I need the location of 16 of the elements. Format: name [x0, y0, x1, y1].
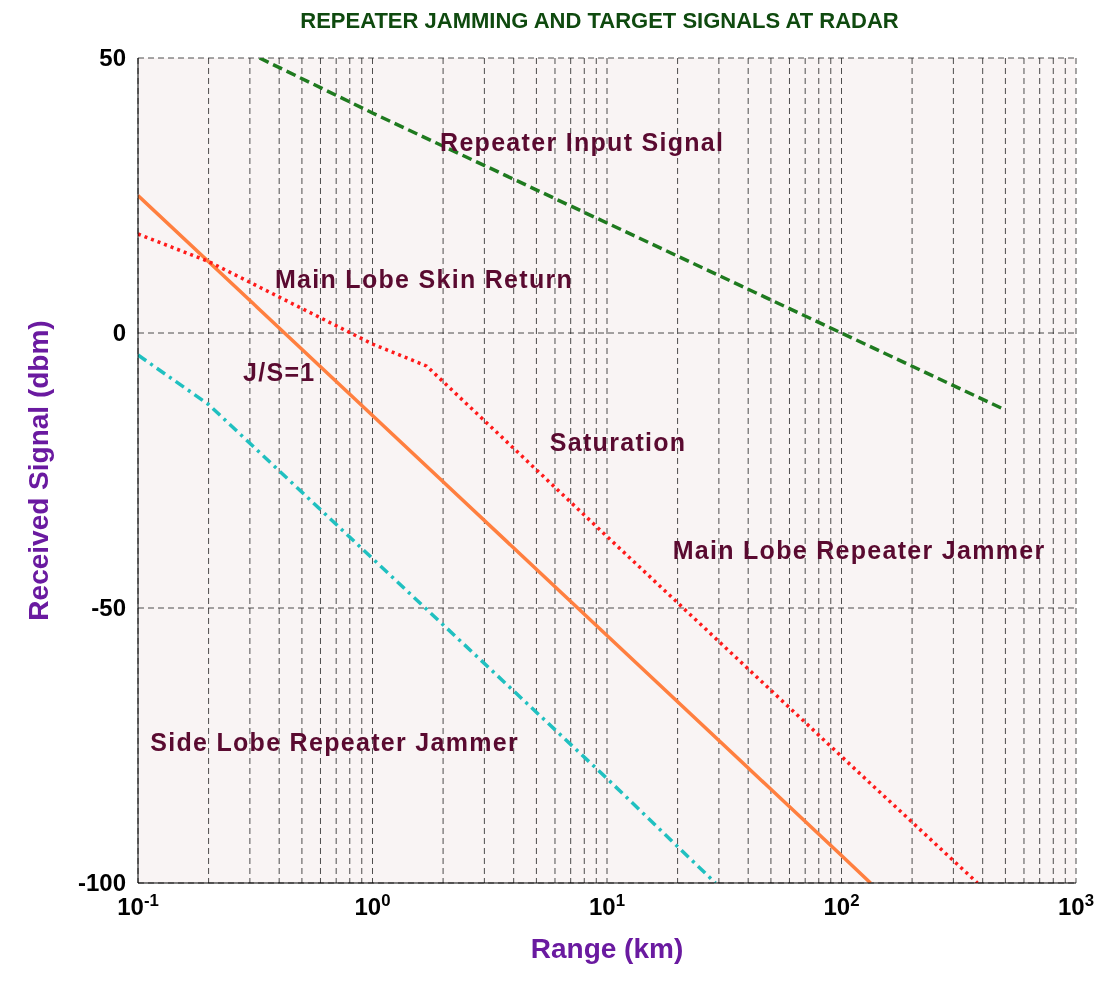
y-tick-label: 0	[112, 319, 126, 346]
x-tick-label: 10$^{3}$	[1057, 890, 1095, 920]
annotation: Main Lobe Skin Return	[274, 264, 574, 293]
x-tick-label: 10$^{2}$	[823, 890, 860, 920]
annotation: Main Lobe Repeater Jammer	[672, 536, 1046, 565]
annotation: Saturation	[549, 427, 687, 456]
annotation: Side Lobe Repeater Jammer	[150, 727, 519, 756]
x-axis-title: Range (km)	[530, 933, 684, 964]
x-tick-label: 10$^{0}$	[354, 890, 391, 920]
annotation: J/S=1	[243, 358, 316, 387]
x-tick-label: 10$^{1}$	[588, 890, 626, 920]
y-tick-label: 50	[99, 44, 126, 71]
chart-title: REPEATER JAMMING AND TARGET SIGNALS AT RADAR	[299, 8, 900, 35]
annotation: Repeater Input Signal	[440, 127, 725, 156]
y-tick-label: -50	[91, 594, 126, 621]
y-axis-title: Received Signal (dbm)	[22, 320, 54, 621]
